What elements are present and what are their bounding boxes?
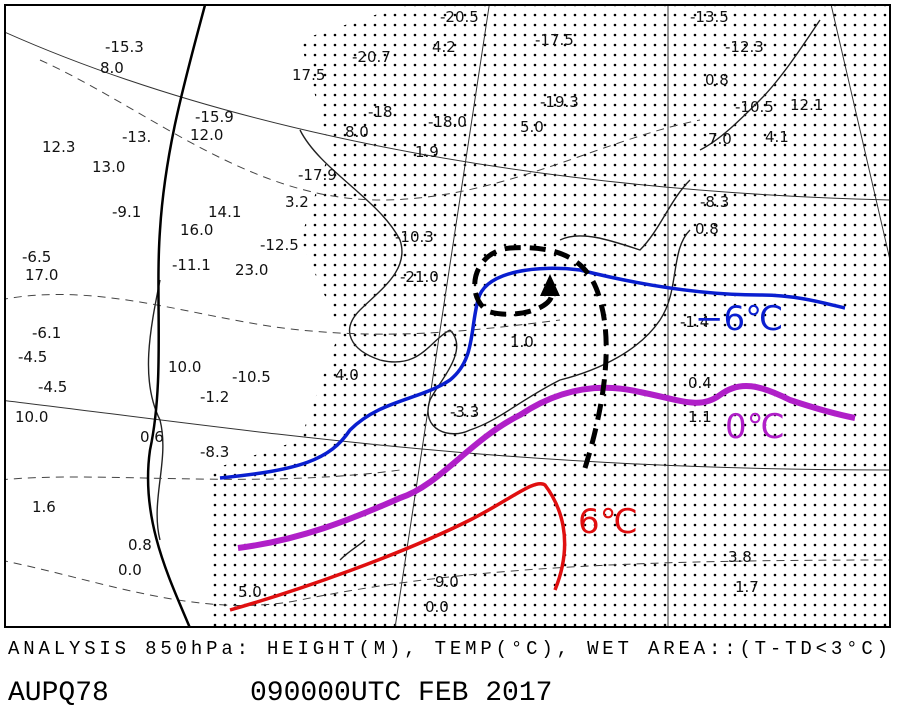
station-value: 0.8 <box>705 71 729 89</box>
contour <box>5 59 890 606</box>
station-value: 3.2 <box>285 193 309 211</box>
station-value: 1.7 <box>735 578 759 596</box>
station-value: -1.4 <box>680 313 709 331</box>
station-value: -6.1 <box>32 324 61 342</box>
trajectory-arrow <box>472 245 609 469</box>
station-value: -15.3 <box>105 38 144 56</box>
station-value: -20.7 <box>352 48 391 66</box>
caption: ANALYSIS 850hPa: HEIGHT(M), TEMP(°C), WE… <box>8 638 888 660</box>
station-value: -13. <box>122 128 151 146</box>
station-value: 4.0 <box>335 366 359 384</box>
station-value: 0.4 <box>688 374 712 392</box>
station-value: 7.0 <box>708 130 732 148</box>
station-value: -1.2 <box>200 388 229 406</box>
boundary-line <box>146 5 207 627</box>
station-value: 17.0 <box>25 266 58 284</box>
station-value: -21.0 <box>400 268 439 286</box>
station-value: -4.5 <box>38 378 67 396</box>
isotherm-6 <box>229 481 567 612</box>
station-value: -10.5 <box>735 98 774 116</box>
station-value: -12.3 <box>725 38 764 56</box>
station-value: 23.0 <box>235 261 268 279</box>
coastline <box>147 19 821 561</box>
station-value: -19.3 <box>540 93 579 111</box>
station-value: -11.1 <box>172 256 211 274</box>
station-value: 17.5 <box>292 66 325 84</box>
station-value: -18.0 <box>428 113 467 131</box>
station-value: -17.9 <box>298 166 337 184</box>
station-value: 10.0 <box>168 358 201 376</box>
station-value: 0.8 <box>128 536 152 554</box>
station-value: 13.0 <box>92 158 125 176</box>
station-value: 16.0 <box>180 221 213 239</box>
isotherm-label: 0℃ <box>725 407 785 447</box>
map-area: -20.5 4.2 -17.5 -13.5 -12.3 -15.3 8.0 -15.912.0… <box>5 5 890 627</box>
station-value: 0.0 <box>118 561 142 579</box>
station-value: -8.3 <box>200 443 229 461</box>
station-value: -8.3 <box>700 193 729 211</box>
station-value: -17.5 <box>535 31 574 49</box>
station-value: -13.5 <box>690 8 729 26</box>
station-value: -6.5 <box>22 248 51 266</box>
station-value: -10.5 <box>232 368 271 386</box>
station-value: 1.1 <box>688 408 712 426</box>
arrow-head <box>540 274 560 296</box>
isotherm-label: −6℃ <box>695 299 783 339</box>
station-value: 5.0 <box>238 583 262 601</box>
station-value: 0.0 <box>425 598 449 616</box>
station-value: 1.0 <box>510 333 534 351</box>
station-value: 4.2 <box>432 38 456 56</box>
station-value: -10.3 <box>395 228 434 246</box>
station-value: 1.6 <box>32 498 56 516</box>
map-frame <box>4 4 891 628</box>
station-value: -15.9 <box>195 108 234 126</box>
station-value: 10.0 <box>15 408 48 426</box>
isotherm-label: 6℃ <box>578 502 638 542</box>
graticule <box>5 5 890 627</box>
station-value: -3.3 <box>450 403 479 421</box>
station-value: -20.5 <box>440 8 479 26</box>
isotherm-0 <box>237 382 856 551</box>
station-value: 1.9 <box>415 143 439 161</box>
station-value: 3.8 <box>728 548 752 566</box>
station-value: 12.1 <box>790 96 823 114</box>
station-value: -4.5 <box>18 348 47 366</box>
station-value: -9.1 <box>112 203 141 221</box>
station-value: -18 <box>368 103 393 121</box>
station-value: 12.0 <box>190 126 223 144</box>
valid-time: 090000UTC FEB 2017 <box>250 678 552 709</box>
station-value: 12.3 <box>42 138 75 156</box>
wet-area <box>210 5 890 627</box>
station-value: 4.1 <box>765 128 789 146</box>
station-value: 8.0 <box>345 123 369 141</box>
station-value: 14.1 <box>208 203 241 221</box>
station-value: 9.0 <box>435 573 459 591</box>
bulletin-id: AUPQ78 <box>8 678 109 709</box>
station-value: 0.6 <box>140 428 164 446</box>
station-value: 8.0 <box>100 59 124 77</box>
station-value: -12.5 <box>260 236 299 254</box>
station-value: 0.8 <box>695 220 719 238</box>
station-value: 5.0 <box>520 118 544 136</box>
